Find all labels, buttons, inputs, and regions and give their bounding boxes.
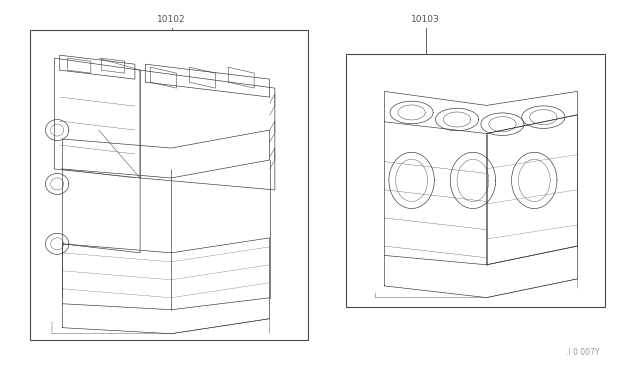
Text: 10103: 10103 [412, 15, 440, 24]
Bar [346, 54, 605, 307]
Text: .I 0 007Y: .I 0 007Y [566, 348, 599, 357]
Bar [30, 30, 308, 340]
Text: 10102: 10102 [157, 15, 186, 24]
